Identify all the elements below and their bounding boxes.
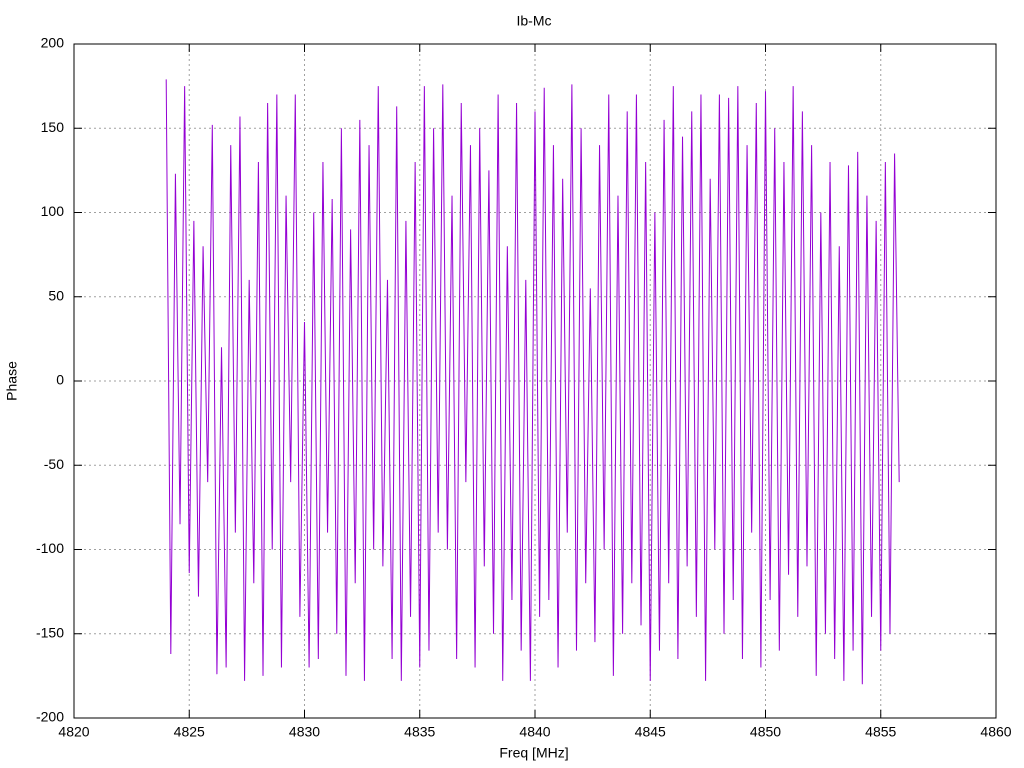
x-tick-label: 4835 (404, 724, 435, 740)
y-tick-label: -50 (44, 456, 64, 472)
x-tick-label: 4850 (750, 724, 781, 740)
y-tick-label: -200 (36, 709, 64, 725)
y-tick-label: 100 (41, 203, 65, 219)
x-tick-label: 4825 (174, 724, 205, 740)
x-axis-label: Freq [MHz] (499, 745, 568, 761)
x-tick-label: 4860 (980, 724, 1011, 740)
y-tick-label: 0 (56, 372, 64, 388)
y-axis-label: Phase (4, 361, 20, 401)
plot-border (73, 43, 997, 719)
y-tick-label: 200 (41, 35, 65, 51)
x-tick-label: 4820 (58, 724, 89, 740)
x-tick-label: 4845 (635, 724, 666, 740)
y-tick-label: -100 (36, 540, 64, 556)
y-tick-label: 50 (48, 287, 64, 303)
x-tick-label: 4855 (865, 724, 896, 740)
x-tick-label: 4830 (289, 724, 320, 740)
data-line (165, 79, 900, 685)
chart-title: Ib-Mc (517, 13, 552, 29)
y-tick-label: -150 (36, 624, 64, 640)
y-tick-label: 150 (41, 119, 65, 135)
x-tick-label: 4840 (519, 724, 550, 740)
